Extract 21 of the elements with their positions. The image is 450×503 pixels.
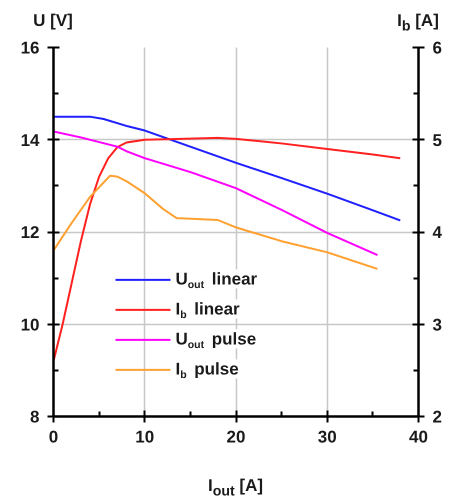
y-tick-label: 10	[20, 315, 40, 334]
x-axis-title: I$_{out}$ [A]	[208, 476, 264, 500]
y-tick-label: 14	[20, 130, 40, 150]
line-series	[54, 130, 378, 256]
y-tick-label: 12	[20, 223, 40, 242]
y-tick-label: 16	[20, 38, 40, 58]
line-series	[54, 174, 378, 270]
line-series	[54, 116, 402, 222]
y-axis-title: U [V]	[33, 11, 73, 30]
x-tick-label: 40	[409, 428, 428, 446]
y2-tick-label: 3	[432, 315, 442, 334]
x-tick-label: 30	[318, 428, 337, 446]
y-tick-label: 8	[30, 408, 40, 426]
x-tick-label: 0	[48, 428, 58, 446]
y2-tick-label: 4	[432, 223, 442, 242]
x-tick-label: 20	[226, 428, 246, 446]
y2-tick-label: 5	[432, 130, 442, 150]
y2-tick-label: 6	[432, 38, 442, 58]
x-tick-label: 10	[135, 428, 154, 446]
y2-tick-label: 2	[432, 408, 442, 426]
y2-axis-title: I$_{b}$ [A]	[397, 11, 439, 34]
